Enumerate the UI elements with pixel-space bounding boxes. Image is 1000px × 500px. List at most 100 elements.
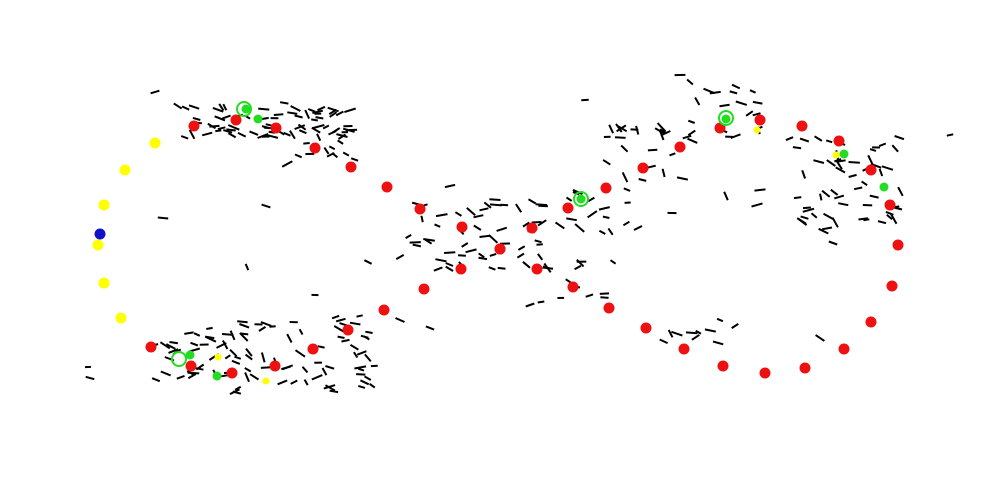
line-segment [793, 196, 802, 200]
line-segment [169, 341, 179, 345]
red-dot [531, 263, 543, 275]
red-dot [378, 304, 390, 316]
line-segment [303, 379, 309, 386]
line-segment [617, 125, 628, 133]
line-segment [659, 128, 668, 135]
line-segment [273, 113, 284, 116]
line-segment [638, 178, 647, 182]
line-segment [658, 129, 665, 141]
line-segment [609, 259, 617, 265]
red-dot [345, 161, 357, 173]
line-segment [602, 215, 610, 219]
line-segment [574, 264, 582, 271]
line-segment [323, 147, 330, 155]
line-segment [412, 243, 422, 248]
line-segment [489, 203, 502, 207]
line-segment [165, 343, 176, 350]
line-segment [525, 302, 535, 308]
yellow-dot [149, 137, 161, 149]
red-dot [892, 239, 904, 251]
line-segment [751, 202, 763, 208]
line-segment [188, 104, 200, 110]
line-segment [835, 166, 846, 174]
line-segment [479, 234, 491, 238]
line-segment [315, 116, 324, 120]
line-segment [201, 131, 213, 137]
red-dot [418, 283, 430, 295]
line-segment [633, 225, 643, 231]
line-segment [423, 238, 435, 242]
line-segment [244, 372, 250, 383]
line-segment [359, 379, 370, 386]
line-segment [281, 160, 293, 168]
line-segment [483, 201, 492, 209]
line-segment [749, 89, 757, 94]
red-dot [865, 316, 877, 328]
line-segment [712, 340, 724, 346]
line-segment [445, 262, 454, 267]
line-segment [260, 321, 272, 327]
line-segment [615, 123, 623, 133]
red-dot [226, 367, 238, 379]
line-segment [168, 348, 179, 354]
line-segment [620, 144, 629, 153]
line-segment [445, 265, 454, 272]
line-segment [279, 101, 289, 105]
line-segment [461, 242, 469, 248]
small-yellow-dot [753, 126, 761, 134]
line-segment [527, 198, 537, 205]
red-dot [309, 142, 321, 154]
line-segment [294, 153, 303, 159]
line-segment [848, 161, 860, 164]
line-segment [356, 350, 367, 356]
line-segment [473, 214, 484, 219]
yellow-dot [98, 277, 110, 289]
line-segment [799, 137, 810, 143]
line-segment [719, 103, 730, 108]
line-segment [602, 159, 611, 166]
line-segment [335, 317, 346, 323]
line-segment [290, 105, 301, 112]
line-segment [267, 134, 279, 139]
line-segment [282, 364, 294, 371]
line-segment [173, 102, 183, 110]
line-segment [290, 379, 298, 385]
line-segment [735, 100, 748, 106]
line-segment [870, 162, 882, 169]
line-segment [425, 325, 435, 331]
line-segment [622, 220, 630, 227]
line-segment [621, 171, 629, 183]
line-segment [192, 116, 201, 121]
line-segment [218, 103, 225, 111]
small-yellow-dot [262, 377, 270, 385]
line-segment [659, 338, 669, 345]
small-yellow-dot [832, 151, 840, 159]
line-segment [215, 129, 222, 133]
red-dot [833, 135, 845, 147]
line-segment [837, 159, 846, 163]
line-segment [861, 180, 868, 187]
line-segment [869, 194, 879, 199]
line-segment [214, 115, 226, 122]
line-segment [221, 114, 231, 120]
line-segment [704, 328, 716, 333]
line-segment [435, 258, 447, 263]
line-segment [349, 344, 359, 351]
line-segment [466, 207, 476, 217]
line-segment [685, 331, 698, 335]
line-segment [801, 169, 807, 179]
line-segment [409, 241, 421, 244]
line-segment [312, 124, 325, 130]
line-segment [802, 207, 815, 213]
line-segment [745, 110, 754, 117]
line-segment [159, 341, 171, 350]
line-segment [517, 245, 526, 251]
line-segment [478, 256, 488, 261]
line-segment [193, 332, 201, 337]
line-segment [222, 333, 234, 336]
line-segment [433, 266, 443, 272]
line-segment [312, 109, 324, 114]
red-dot [884, 199, 896, 211]
line-segment [821, 226, 833, 231]
red-dot [637, 162, 649, 174]
